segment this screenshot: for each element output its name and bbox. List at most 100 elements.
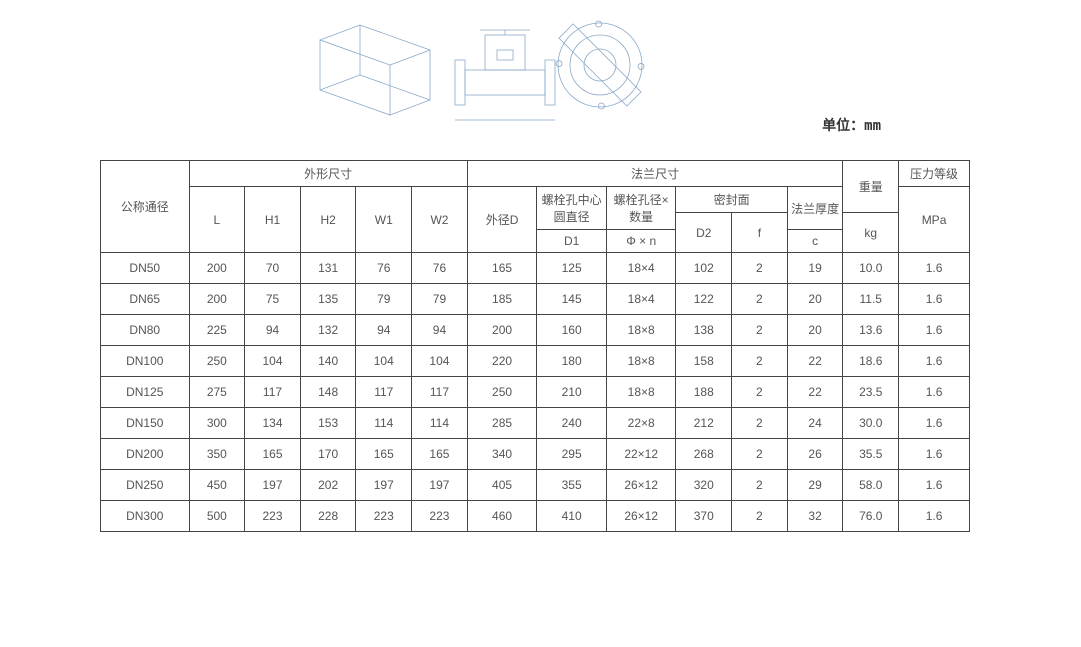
cell-OD: 460 [467, 501, 537, 532]
cell-f: 2 [732, 439, 788, 470]
cell-kg: 13.6 [843, 315, 899, 346]
cell-dn: DN80 [101, 315, 190, 346]
cell-c: 22 [787, 377, 843, 408]
th-c: c [787, 230, 843, 253]
table-header: 公称通径 外形尺寸 法兰尺寸 重量 压力等级 L H1 H2 W1 W2 外径D… [101, 161, 970, 253]
cell-OD: 340 [467, 439, 537, 470]
cell-H1: 165 [245, 439, 301, 470]
cell-W2: 223 [412, 501, 468, 532]
cell-D2: 158 [676, 346, 732, 377]
cell-W2: 114 [412, 408, 468, 439]
th-D1: D1 [537, 230, 607, 253]
cell-L: 300 [189, 408, 245, 439]
th-bolt-circle: 螺栓孔中心圆直径 [537, 187, 607, 230]
th-L: L [189, 187, 245, 253]
cell-W1: 114 [356, 408, 412, 439]
th-OD: 外径D [467, 187, 537, 253]
cell-f: 2 [732, 253, 788, 284]
cell-c: 22 [787, 346, 843, 377]
cell-H1: 223 [245, 501, 301, 532]
table-row: DN15030013415311411428524022×821222430.0… [101, 408, 970, 439]
th-seal-face: 密封面 [676, 187, 787, 213]
cell-phi_n: 18×8 [606, 377, 676, 408]
th-flange: 法兰尺寸 [467, 161, 843, 187]
cell-W1: 223 [356, 501, 412, 532]
th-phi-n: Φ × n [606, 230, 676, 253]
th-flange-th: 法兰厚度 [787, 187, 843, 230]
cell-D2: 138 [676, 315, 732, 346]
cell-dn: DN150 [101, 408, 190, 439]
cell-W2: 117 [412, 377, 468, 408]
cell-H1: 70 [245, 253, 301, 284]
cell-H1: 117 [245, 377, 301, 408]
cell-D2: 320 [676, 470, 732, 501]
table-row: DN30050022322822322346041026×1237023276.… [101, 501, 970, 532]
table-row: DN12527511714811711725021018×818822223.5… [101, 377, 970, 408]
cell-H2: 153 [300, 408, 356, 439]
cell-D2: 370 [676, 501, 732, 532]
cell-OD: 285 [467, 408, 537, 439]
cell-D1: 210 [537, 377, 607, 408]
spec-table: 公称通径 外形尺寸 法兰尺寸 重量 压力等级 L H1 H2 W1 W2 外径D… [100, 160, 970, 532]
cell-L: 200 [189, 284, 245, 315]
cell-f: 2 [732, 501, 788, 532]
cell-c: 24 [787, 408, 843, 439]
cell-MPa: 1.6 [899, 315, 970, 346]
unit-label: 单位：mm [822, 115, 881, 135]
cell-W2: 197 [412, 470, 468, 501]
cell-kg: 18.6 [843, 346, 899, 377]
cell-H2: 228 [300, 501, 356, 532]
cell-kg: 58.0 [843, 470, 899, 501]
cell-c: 20 [787, 284, 843, 315]
cell-H2: 132 [300, 315, 356, 346]
cell-D1: 410 [537, 501, 607, 532]
cell-phi_n: 18×8 [606, 315, 676, 346]
cell-H1: 134 [245, 408, 301, 439]
cell-MPa: 1.6 [899, 253, 970, 284]
cell-D2: 188 [676, 377, 732, 408]
cell-L: 350 [189, 439, 245, 470]
cell-c: 19 [787, 253, 843, 284]
cell-phi_n: 22×8 [606, 408, 676, 439]
cell-phi_n: 18×4 [606, 284, 676, 315]
cell-kg: 35.5 [843, 439, 899, 470]
cell-MPa: 1.6 [899, 501, 970, 532]
cell-H2: 140 [300, 346, 356, 377]
cell-D1: 160 [537, 315, 607, 346]
cell-dn: DN125 [101, 377, 190, 408]
cell-L: 250 [189, 346, 245, 377]
technical-diagrams [300, 10, 700, 130]
cell-L: 200 [189, 253, 245, 284]
cell-MPa: 1.6 [899, 470, 970, 501]
cell-D1: 295 [537, 439, 607, 470]
cell-H2: 202 [300, 470, 356, 501]
cell-dn: DN50 [101, 253, 190, 284]
table-row: DN8022594132949420016018×813822013.61.6 [101, 315, 970, 346]
cell-kg: 30.0 [843, 408, 899, 439]
cell-MPa: 1.6 [899, 346, 970, 377]
th-kg: kg [843, 213, 899, 253]
cell-W2: 104 [412, 346, 468, 377]
th-f: f [732, 213, 788, 253]
th-MPa: MPa [899, 187, 970, 253]
cell-c: 20 [787, 315, 843, 346]
cell-dn: DN100 [101, 346, 190, 377]
cell-W2: 165 [412, 439, 468, 470]
cell-MPa: 1.6 [899, 377, 970, 408]
cell-W1: 165 [356, 439, 412, 470]
cell-MPa: 1.6 [899, 408, 970, 439]
cell-H2: 131 [300, 253, 356, 284]
cell-W2: 94 [412, 315, 468, 346]
cell-dn: DN200 [101, 439, 190, 470]
cell-f: 2 [732, 377, 788, 408]
cell-kg: 23.5 [843, 377, 899, 408]
cell-phi_n: 26×12 [606, 470, 676, 501]
th-W1: W1 [356, 187, 412, 253]
th-pressure: 压力等级 [899, 161, 970, 187]
cell-L: 500 [189, 501, 245, 532]
cell-f: 2 [732, 408, 788, 439]
table-row: DN6520075135797918514518×412222011.51.6 [101, 284, 970, 315]
cell-f: 2 [732, 315, 788, 346]
cell-H2: 135 [300, 284, 356, 315]
cell-c: 32 [787, 501, 843, 532]
